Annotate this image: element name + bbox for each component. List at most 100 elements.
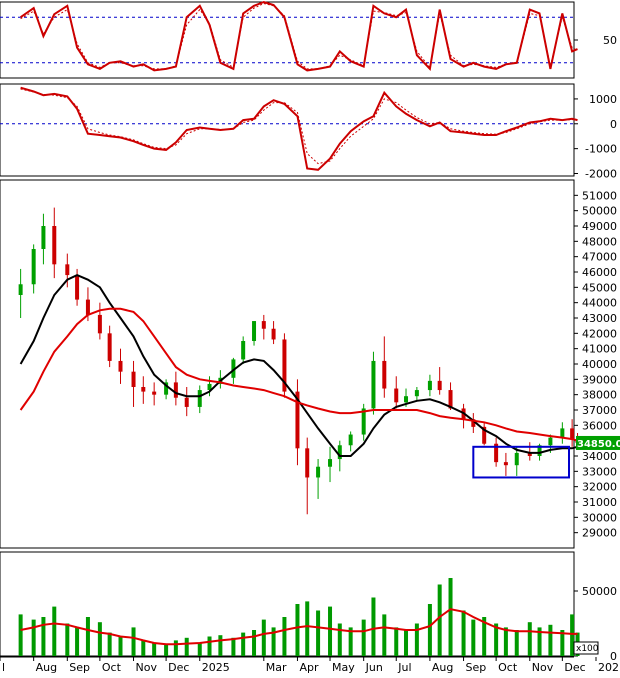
candle-body	[371, 360, 376, 409]
stochastic-panel: 50	[0, 0, 617, 79]
x-tick-label: Dec	[168, 661, 189, 674]
y-tick-label: 0	[610, 118, 617, 131]
x-axis: l Aug Sep Oct Nov Dec 2025 Mar Apr May Jun Jul Aug Se…	[0, 656, 619, 674]
x-tick-label: Oct	[498, 661, 518, 674]
volume-average-line	[20, 608, 578, 646]
volume-bar	[570, 614, 575, 656]
x-tick-label: Sep	[466, 661, 487, 674]
y-tick-label: 45000	[582, 281, 617, 294]
x-tick-label: Apr	[299, 661, 319, 674]
candle-body	[152, 391, 157, 395]
candle-body	[131, 371, 136, 387]
y-tick-label: 50	[603, 34, 617, 47]
x-tick-label: 202	[598, 661, 619, 674]
volume-bar	[461, 610, 466, 656]
unit-label: x100	[576, 644, 599, 654]
volume-bar	[65, 623, 70, 656]
candle-body	[414, 390, 419, 397]
unit-label-box	[573, 641, 599, 655]
candle-body	[271, 328, 276, 340]
candle-body	[348, 434, 353, 446]
y-tick-label: 51000	[582, 189, 617, 202]
volume-bar	[97, 622, 102, 656]
volume-bar	[152, 643, 157, 656]
y-tick-label: 41000	[582, 343, 617, 356]
x-tick-label: Jun	[365, 661, 383, 674]
candle-body	[52, 226, 57, 265]
volume-bar	[52, 606, 57, 656]
moving-average-black-line	[19, 274, 578, 457]
volume-bar	[448, 578, 453, 656]
x-tick-label: Nov	[532, 661, 554, 674]
indicator-signal-line	[20, 88, 578, 165]
volume-bar	[348, 627, 353, 656]
volume-bar	[514, 630, 519, 656]
x-tick-label: Nov	[136, 661, 158, 674]
volume-bar	[231, 637, 236, 656]
volume-bar	[537, 627, 542, 656]
candle-body	[537, 445, 542, 456]
y-tick-label: -2000	[585, 168, 617, 181]
candle-body	[560, 428, 565, 438]
annotation-box	[472, 445, 570, 479]
volume-bar	[75, 627, 80, 656]
volume-bar	[394, 627, 399, 656]
price-panel: 51000 50000 49000 48000 47000 46000 45000 44000…	[0, 179, 620, 549]
candle-body	[394, 388, 399, 403]
y-tick-label: 40000	[582, 358, 617, 371]
volume-bar	[173, 640, 178, 656]
volume-bar	[471, 619, 476, 656]
candle-body	[494, 443, 499, 463]
y-tick-label: 34000	[582, 450, 617, 463]
candle-body	[241, 341, 246, 360]
volume-bar	[337, 623, 342, 656]
candle-body	[173, 382, 178, 398]
x-tick-label: May	[332, 661, 355, 674]
moving-average-red-line	[19, 307, 578, 442]
candle-body	[471, 419, 476, 427]
y-tick-label: 29000	[582, 527, 617, 540]
y-tick-label: 50000	[582, 205, 617, 218]
candle-body	[548, 437, 553, 446]
volume-bar	[41, 617, 46, 656]
candle-body	[261, 321, 266, 329]
volume-bar	[295, 604, 300, 656]
candle-body	[184, 397, 189, 407]
y-tick-label: 1000	[589, 93, 617, 106]
candle-body	[75, 275, 80, 300]
y-tick-label: 32000	[582, 481, 617, 494]
candle-body	[18, 284, 23, 295]
indicator-signal-line	[20, 2, 578, 70]
candle-body	[141, 387, 146, 392]
volume-bar	[305, 601, 310, 656]
y-tick-label: 42000	[582, 327, 617, 340]
y-tick-label: 44000	[582, 297, 617, 310]
volume-bar	[404, 630, 409, 656]
panel-frame	[0, 551, 575, 657]
y-tick-label: 30000	[582, 511, 617, 524]
panel-frame	[0, 179, 575, 549]
y-tick-label: -1000	[585, 143, 617, 156]
x-tick-label: Jul	[397, 661, 411, 674]
x-tick-label: 2025	[202, 661, 230, 674]
y-tick-label: 0	[610, 650, 617, 663]
volume-bar	[141, 640, 146, 656]
volume-bar	[414, 623, 419, 656]
volume-bar	[241, 632, 246, 656]
x-tick-label: l	[2, 661, 5, 674]
volume-bar	[482, 617, 487, 656]
volume-bar	[85, 617, 90, 656]
candle-body	[197, 390, 202, 407]
y-tick-label: 49000	[582, 220, 617, 233]
y-tick-label: 38000	[582, 389, 617, 402]
y-tick-label: 39000	[582, 373, 617, 386]
candle-body	[570, 428, 575, 440]
candle-body	[361, 408, 366, 435]
volume-bar	[371, 597, 376, 656]
panel-frame	[0, 83, 575, 177]
last-price-badge	[576, 435, 620, 450]
candle-body	[282, 339, 287, 392]
volume-bar	[18, 614, 23, 656]
